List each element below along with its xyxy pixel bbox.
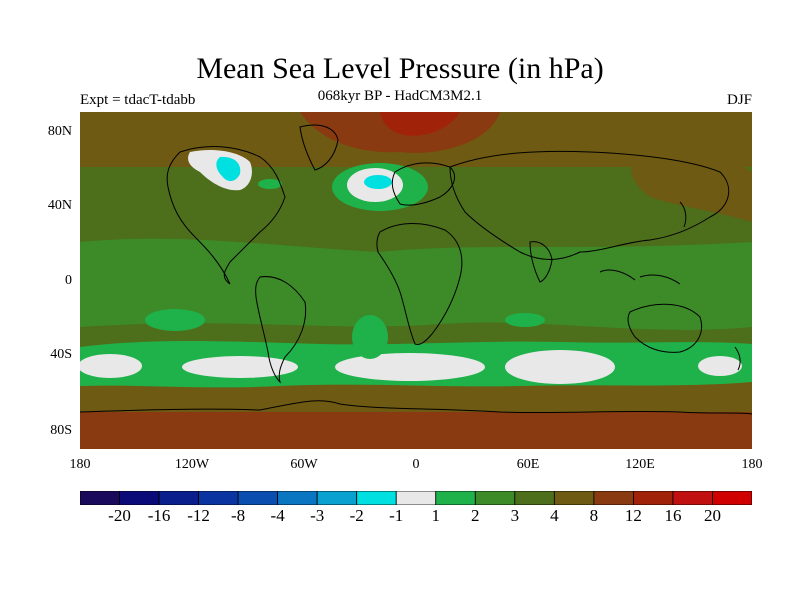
field-white-high [80,354,142,378]
lat-tick: 80N [47,124,72,139]
colorbar-swatch [316,491,358,505]
colorbar-swatch [119,491,160,505]
lat-tick: 40N [47,198,72,213]
colorbar-swatch [198,491,239,505]
colorbar [80,491,752,505]
colorbar-swatch [356,491,397,505]
colorbar-label: -20 [108,506,131,525]
chart-title: Mean Sea Level Pressure (in hPa) [196,52,604,85]
field-namerica-green [258,179,282,189]
colorbar-label: -1 [389,506,404,525]
colorbar-label: 3 [510,506,520,525]
field-antarctic-band [80,412,752,449]
coastlines [80,124,752,415]
field-white-high [182,356,298,378]
colorbar-label: 20 [703,506,721,525]
colorbar-swatch [474,491,516,505]
colorbar-label: -8 [231,506,246,525]
lon-tick: 0 [412,457,420,472]
lon-tick: 180 [741,457,763,472]
lon-tick: 60W [290,457,318,472]
colorbar-swatch [80,491,120,505]
colorbar-label: 1 [431,506,441,525]
field-green-patch [145,309,205,331]
colorbar-swatch [712,491,752,505]
colorbar-swatch [277,491,318,505]
colorbar-label: 8 [589,506,599,525]
field-atlantic-cyan [364,175,392,189]
colorbar-label: -4 [270,506,285,525]
lat-tick: 80S [50,423,72,438]
field-tropical-green [80,238,752,330]
lon-tick: 60E [516,457,540,472]
colorbar-label: -12 [187,506,210,525]
lat-tick: 40S [50,347,72,362]
experiment-label: Expt = tdacT-tdabb [80,92,196,108]
colorbar-swatch [395,491,437,505]
colorbar-swatch [158,491,199,505]
colorbar-swatch [633,491,674,505]
pressure-map [80,112,752,449]
field-siberian-high [631,148,752,222]
field-white-high [698,356,742,376]
lon-tick: 180 [69,457,91,472]
colorbar-swatch [553,491,595,505]
colorbar-label: -2 [349,506,364,525]
field-white-high [505,350,615,384]
field-namerica-cyan [216,156,241,182]
colorbar-label: 16 [664,506,682,525]
colorbar-label: 4 [550,506,559,525]
colorbar-label: -3 [310,506,325,525]
colorbar-swatch [593,491,634,505]
model-label: 068kyr BP - HadCM3M2.1 [317,88,483,104]
colorbar-label: 12 [624,506,642,525]
colorbar-swatch [672,491,713,505]
field-green-patch [505,313,545,327]
colorbar-label: -16 [147,506,171,525]
field-white-high [335,353,485,381]
colorbar-swatch [435,491,476,505]
field-green-patch [352,315,388,359]
colorbar-swatch [514,491,555,505]
lon-tick: 120W [174,457,210,472]
colorbar-label: 2 [471,506,480,525]
field-arctic-core [380,112,460,136]
colorbar-swatch [237,491,279,505]
season-label: DJF [726,92,752,108]
lat-tick: 0 [65,273,72,288]
lon-tick: 120E [625,457,655,472]
